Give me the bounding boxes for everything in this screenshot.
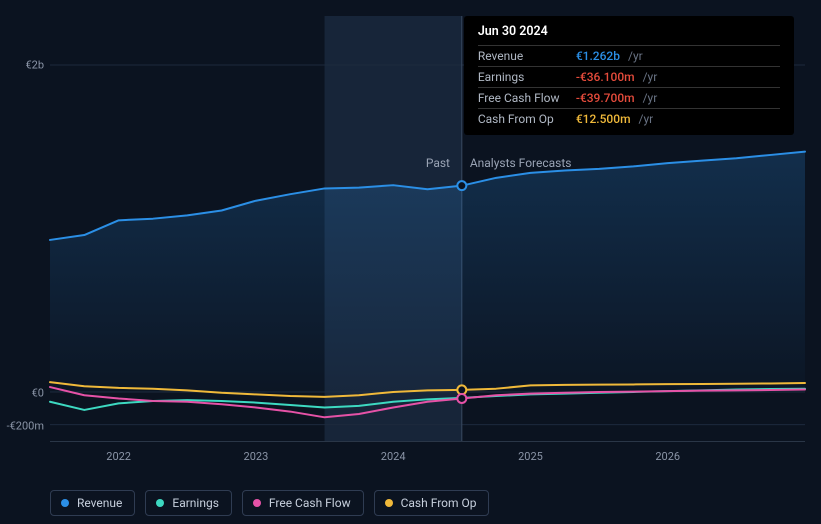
tooltip-unit: /yr [643,70,658,84]
tooltip-row: Cash From Op €12.500m/yr [478,109,780,129]
x-axis-label: 2025 [518,450,543,463]
legend-dot-icon [385,499,393,507]
legend-item-revenue[interactable]: Revenue [50,490,135,516]
legend-label: Free Cash Flow [269,496,351,510]
x-axis-label: 2024 [381,450,406,463]
tooltip-unit: /yr [639,112,654,126]
y-axis-label: -€200m [7,419,44,432]
legend-label: Cash From Op [401,496,477,510]
tooltip-row: Free Cash Flow -€39.700m/yr [478,88,780,109]
tooltip-label: Free Cash Flow [478,91,568,105]
x-axis-label: 2026 [655,450,680,463]
hover-tooltip: Jun 30 2024 Revenue €1.262b/yr Earnings -€3… [464,16,794,135]
legend-dot-icon [253,499,261,507]
tooltip-unit: /yr [628,49,643,63]
tooltip-value: -€39.700m [576,91,635,105]
forecast-label: Analysts Forecasts [470,156,572,170]
y-axis-label: €2b [25,59,44,72]
tooltip-value: €1.262b [576,49,620,63]
legend-label: Revenue [77,496,122,510]
x-axis-label: 2023 [244,450,269,463]
tooltip-label: Earnings [478,70,568,84]
tooltip-row: Earnings -€36.100m/yr [478,67,780,88]
legend-label: Earnings [172,496,219,510]
tooltip-date: Jun 30 2024 [478,24,780,46]
legend-item-earnings[interactable]: Earnings [145,490,232,516]
x-axis-label: 2022 [106,450,131,463]
past-label: Past [426,156,450,170]
tooltip-label: Cash From Op [478,112,568,126]
x-axis: 2022 2023 2024 2025 2026 [50,446,805,466]
legend: Revenue Earnings Free Cash Flow Cash From O… [50,490,489,516]
tooltip-value: €12.500m [576,112,631,126]
legend-item-fcf[interactable]: Free Cash Flow [242,490,364,516]
financials-chart: Past Analysts Forecasts €2b€0-€200m 2022… [16,16,805,516]
legend-dot-icon [156,499,164,507]
tooltip-value: -€36.100m [576,70,635,84]
legend-dot-icon [61,499,69,507]
tooltip-label: Revenue [478,49,568,63]
legend-item-cfo[interactable]: Cash From Op [374,490,490,516]
tooltip-unit: /yr [643,91,658,105]
y-axis-label: €0 [32,386,44,399]
tooltip-row: Revenue €1.262b/yr [478,46,780,67]
